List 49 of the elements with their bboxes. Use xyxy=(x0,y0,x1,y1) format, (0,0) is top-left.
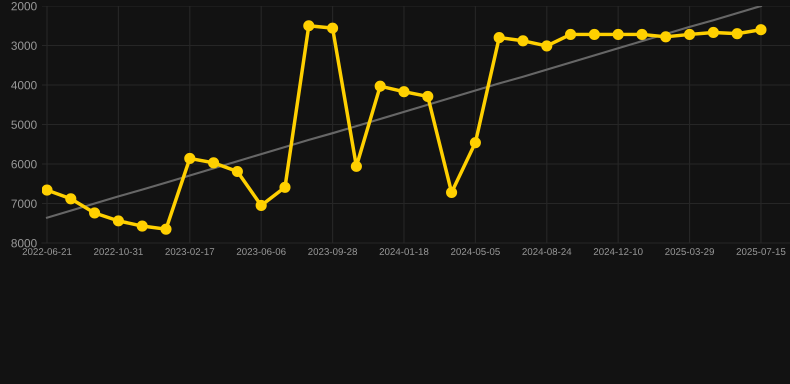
x-tick-label: 2025-03-29 xyxy=(665,248,714,255)
point xyxy=(112,215,124,226)
point xyxy=(612,28,624,40)
x-tick-label: 2025-07-15 xyxy=(736,248,786,255)
point xyxy=(684,28,696,40)
point xyxy=(588,28,600,40)
point xyxy=(374,80,386,92)
point xyxy=(541,40,552,52)
point xyxy=(160,224,172,235)
point xyxy=(517,35,529,46)
point xyxy=(65,193,76,204)
x-tick-label: 2022-06-21 xyxy=(22,248,72,255)
point xyxy=(732,28,743,40)
point xyxy=(636,28,648,40)
point xyxy=(303,20,314,32)
point xyxy=(708,26,719,38)
x-tick-label: 2023-06-06 xyxy=(236,248,286,255)
point xyxy=(422,90,434,102)
y-tick-label: 5000 xyxy=(11,120,37,129)
point xyxy=(494,32,505,44)
y-tick-label: 4000 xyxy=(11,81,37,90)
point xyxy=(136,220,148,232)
y-tick-label: 3000 xyxy=(11,42,37,50)
x-tick-label: 2024-08-24 xyxy=(522,248,572,255)
point xyxy=(755,24,767,36)
point xyxy=(184,152,196,164)
x-tick-label: 2023-09-28 xyxy=(308,248,358,255)
x-tick-label: 2022-10-31 xyxy=(94,248,143,255)
x-tick-label: 2023-02-17 xyxy=(165,248,214,255)
point xyxy=(446,186,458,198)
point xyxy=(398,86,410,98)
point xyxy=(350,160,362,172)
point xyxy=(470,137,481,148)
point xyxy=(279,182,291,193)
point xyxy=(660,31,672,42)
y-tick-label: 2000 xyxy=(11,2,37,10)
y-tick-label: 8000 xyxy=(11,239,37,248)
point xyxy=(232,166,243,178)
point xyxy=(208,157,220,168)
point xyxy=(256,200,267,212)
x-tick-label: 2024-05-05 xyxy=(451,248,500,255)
x-tick-label: 2024-01-18 xyxy=(380,248,428,255)
point xyxy=(565,28,576,40)
point xyxy=(327,22,338,34)
y-tick-label: 7000 xyxy=(11,200,37,208)
point xyxy=(89,207,100,219)
point xyxy=(42,184,53,196)
y-tick-label: 6000 xyxy=(11,160,37,168)
x-tick-label: 2024-12-10 xyxy=(594,248,643,255)
